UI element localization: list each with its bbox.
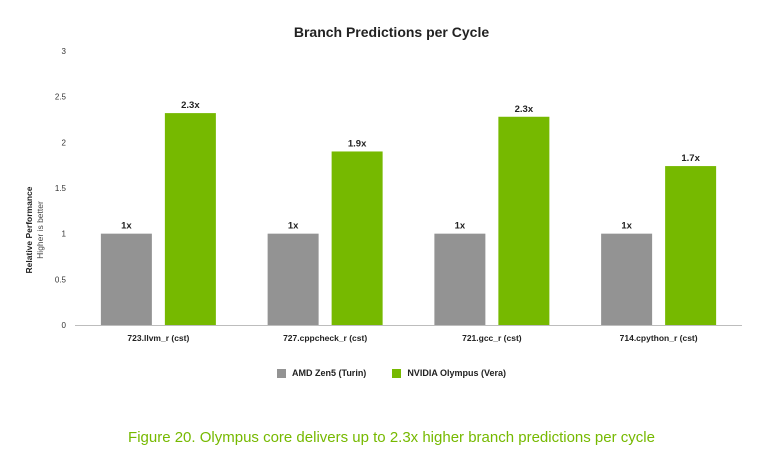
legend-item-amd: AMD Zen5 (Turin) [276,368,367,378]
y-tick-label: 2 [62,138,67,147]
y-tick-label: 0.5 [55,275,67,284]
y-tick-label: 3 [62,47,67,56]
legend: AMD Zen5 (Turin) NVIDIA Olympus (Vera) [0,368,783,378]
legend-item-nvidia: NVIDIA Olympus (Vera) [392,368,506,378]
bar-value-label: 1x [455,221,466,232]
legend-label-nvidia: NVIDIA Olympus (Vera) [407,368,507,378]
bar-amd [100,233,152,325]
bar-nvidia [665,166,717,325]
bar-nvidia [164,113,216,326]
x-tick-label: 723.llvm_r (cst) [127,333,189,343]
x-tick-label: 727.cppcheck_r (cst) [283,333,367,343]
bar-value-label: 2.3x [515,104,534,115]
legend-swatch-nvidia [392,368,402,378]
x-tick-label: 714.cpython_r (cst) [620,333,698,343]
bar-amd [434,233,486,325]
bar-value-label: 1x [621,221,632,232]
figure-caption: Figure 20. Olympus core delivers up to 2… [128,429,655,446]
bar-chart-plot: 0 0.5 1 1.5 2 2.5 3 1x 2.3x 723.llvm_r (cst) 1x 1.9… [55,47,742,343]
bar-amd [267,233,319,325]
bar-nvidia [331,151,383,325]
bar-amd [601,233,653,325]
chart-title: Branch Predictions per Cycle [293,24,490,40]
bar-value-label: 1x [121,221,132,232]
bar-value-label: 2.3x [181,100,200,111]
y-tick-label: 2.5 [55,93,67,102]
bar-value-label: 1.9x [348,138,367,149]
x-tick-label: 721.gcc_r (cst) [462,333,522,343]
y-tick-label: 0 [62,321,67,330]
y-tick-label: 1.5 [55,184,67,193]
y-tick-label: 1 [62,230,67,239]
legend-label-amd: AMD Zen5 (Turin) [291,368,367,378]
bar-nvidia [498,116,550,325]
legend-swatch-amd [276,368,286,378]
bar-value-label: 1x [288,221,299,232]
bar-value-label: 1.7x [681,153,700,164]
